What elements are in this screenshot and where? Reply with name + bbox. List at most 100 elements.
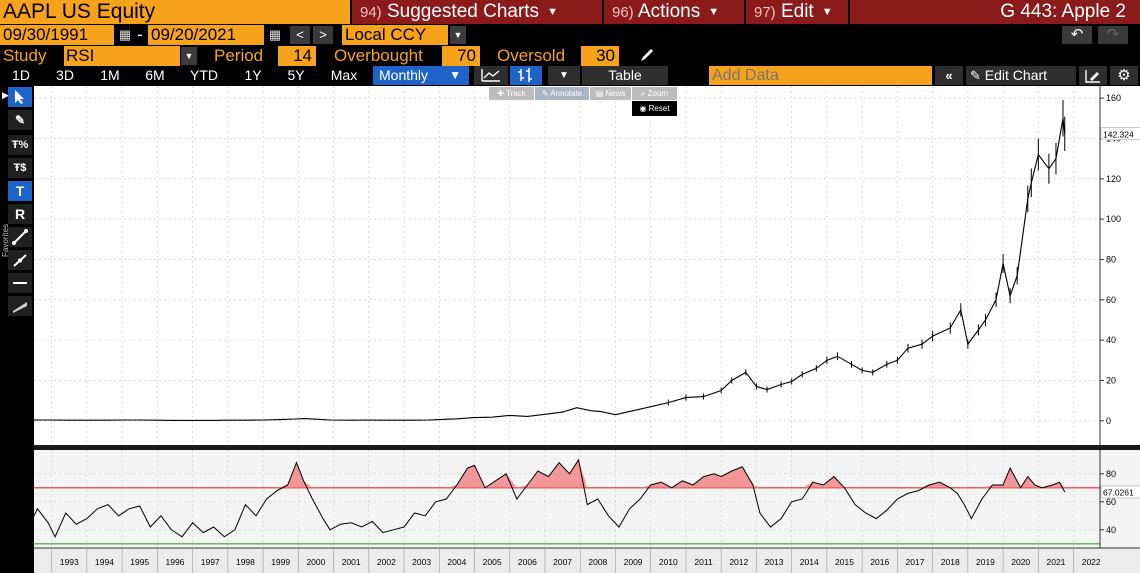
chart-canvas[interactable]: 1993 1994 1995 1996 1997 1998 1999 2000 2001 2002…: [7, 86, 1140, 573]
zoom-label: Zoom: [647, 89, 669, 98]
pencil-icon: ✎: [970, 68, 981, 83]
currency-select[interactable]: Local CCY: [342, 25, 448, 45]
track-button[interactable]: ✚ Track: [489, 87, 534, 100]
next-period-button[interactable]: >: [313, 26, 333, 44]
end-date-field[interactable]: 09/20/2021: [148, 25, 264, 45]
x-axis-tick-label: 1993: [60, 557, 79, 567]
news-label: News: [605, 89, 626, 98]
edit-chart-button[interactable]: ✎ Edit Chart: [966, 66, 1076, 85]
price-y-tick-label: 100: [1106, 214, 1121, 224]
caret-down-icon[interactable]: ▼: [181, 47, 197, 65]
period-label: Period: [214, 46, 264, 65]
chart-edit-icon[interactable]: [1079, 66, 1107, 85]
track-label: Track: [506, 89, 526, 98]
price-y-tick-label: 160: [1106, 93, 1121, 103]
annotate-button[interactable]: ✎ Annotate: [535, 87, 589, 100]
period-field[interactable]: 14: [278, 46, 316, 66]
chart-panel[interactable]: 1993 1994 1995 1996 1997 1998 1999 2000 2001 2002…: [7, 86, 1140, 573]
cursor-tool[interactable]: [8, 87, 32, 107]
menu-label: Edit: [780, 1, 814, 22]
expand-arrow-icon[interactable]: ▶: [2, 90, 9, 100]
settings-gear-icon[interactable]: ⚙: [1110, 66, 1138, 85]
x-axis-tick-label: 2002: [377, 557, 396, 567]
line-tool[interactable]: [8, 227, 32, 247]
range-1m-button[interactable]: 1M: [100, 67, 120, 83]
add-data-input[interactable]: [712, 66, 932, 85]
edit-chart-label: Edit Chart: [984, 67, 1048, 83]
table-button[interactable]: Table: [582, 66, 668, 85]
range-1y-button[interactable]: 1Y: [244, 67, 262, 83]
trend-tool[interactable]: [8, 250, 32, 270]
x-axis-tick-label: 1997: [201, 557, 220, 567]
collapse-double-chevron-icon[interactable]: «: [935, 66, 963, 85]
favorites-sidebar: Favorites: [0, 86, 10, 573]
caret-down-icon[interactable]: ▼: [450, 26, 466, 44]
x-axis-tick-label: 2011: [694, 557, 713, 567]
frequency-select[interactable]: Monthly ▼: [373, 66, 469, 85]
hline-tool[interactable]: [8, 273, 32, 293]
x-axis-tick-label: 2019: [976, 557, 995, 567]
fill-tool[interactable]: [8, 296, 32, 316]
range-1d-button[interactable]: 1D: [12, 67, 30, 83]
x-axis-tick-label: 2008: [588, 557, 607, 567]
add-data-field[interactable]: [709, 66, 932, 85]
edit-menu[interactable]: 97) Edit ▼: [746, 0, 848, 24]
x-axis-tick-label: 2005: [483, 557, 502, 567]
suggested-charts-menu[interactable]: 94) Suggested Charts ▼: [352, 0, 602, 24]
redo-button[interactable]: ↷: [1098, 26, 1128, 44]
price-y-tick-label: 20: [1106, 375, 1116, 385]
x-axis-tick-label: 2006: [518, 557, 537, 567]
x-axis-tick-label: 2017: [906, 557, 925, 567]
rsi-series-line: [7, 458, 1066, 538]
rsi-y-tick-label: 60: [1106, 497, 1116, 507]
zoom-button[interactable]: ⌕ Zoom: [632, 87, 677, 100]
range-max-button[interactable]: Max: [330, 67, 358, 83]
actions-menu[interactable]: 96) Actions ▼: [604, 0, 744, 24]
price-y-tick-label: 120: [1106, 174, 1121, 184]
percent-tool[interactable]: Ŧ%: [8, 135, 32, 155]
x-axis-tick-label: 2009: [624, 557, 643, 567]
x-axis-tick-label: 2018: [941, 557, 960, 567]
oversold-label: Oversold: [497, 46, 566, 65]
price-y-tick-label: 40: [1106, 335, 1116, 345]
line-draw-icon: [12, 229, 28, 245]
draw-tool[interactable]: ✎: [8, 110, 32, 130]
x-axis-tick-label: 1998: [236, 557, 255, 567]
dollar-tool[interactable]: Ŧ$: [8, 158, 32, 178]
text-tool[interactable]: T: [8, 181, 32, 201]
x-axis-tick-label: 2007: [553, 557, 572, 567]
line-chart-type-button[interactable]: [474, 66, 508, 85]
trendline-icon: [13, 254, 27, 267]
x-axis-tick-label: 2020: [1011, 557, 1030, 567]
chart-options-dropdown[interactable]: ▼: [548, 66, 580, 85]
calendar-icon[interactable]: ▦: [118, 27, 132, 42]
range-5y-button[interactable]: 5Y: [287, 67, 305, 83]
prev-period-button[interactable]: <: [290, 26, 310, 44]
range-6m-button[interactable]: 6M: [145, 67, 165, 83]
study-select[interactable]: RSI: [64, 46, 180, 66]
bar-chart-type-button[interactable]: [510, 66, 542, 85]
news-icon: ▤: [595, 89, 604, 98]
last-rsi-label: 67.0261: [1103, 487, 1134, 497]
page-id-label: G 443: Apple 2: [850, 0, 1140, 24]
range-ytd-button[interactable]: YTD: [190, 67, 218, 83]
oversold-field[interactable]: 30: [581, 46, 619, 66]
percent-icon: Ŧ%: [11, 139, 29, 151]
overbought-field[interactable]: 70: [442, 46, 480, 66]
start-date-field[interactable]: 09/30/1991: [0, 25, 114, 45]
x-axis-tick-label: 2013: [765, 557, 784, 567]
edit-pencil-icon[interactable]: [638, 46, 656, 64]
security-ticker-field[interactable]: AAPL US Equity: [0, 0, 350, 24]
x-axis-tick-label: 2014: [800, 557, 819, 567]
x-axis-tick-label: 1996: [165, 557, 184, 567]
rsi-tool[interactable]: R: [8, 204, 32, 224]
undo-button[interactable]: ↶: [1062, 26, 1092, 44]
fill-band-icon: [13, 302, 27, 313]
ohlc-bar-icon: [518, 68, 532, 82]
last-price-label-box: [1100, 127, 1140, 141]
reset-button[interactable]: ◉ Reset: [632, 101, 677, 116]
calendar-icon[interactable]: ▦: [268, 27, 282, 42]
price-y-tick-label: 0: [1106, 416, 1111, 426]
news-button[interactable]: ▤ News: [590, 87, 631, 100]
range-3d-button[interactable]: 3D: [56, 67, 74, 83]
